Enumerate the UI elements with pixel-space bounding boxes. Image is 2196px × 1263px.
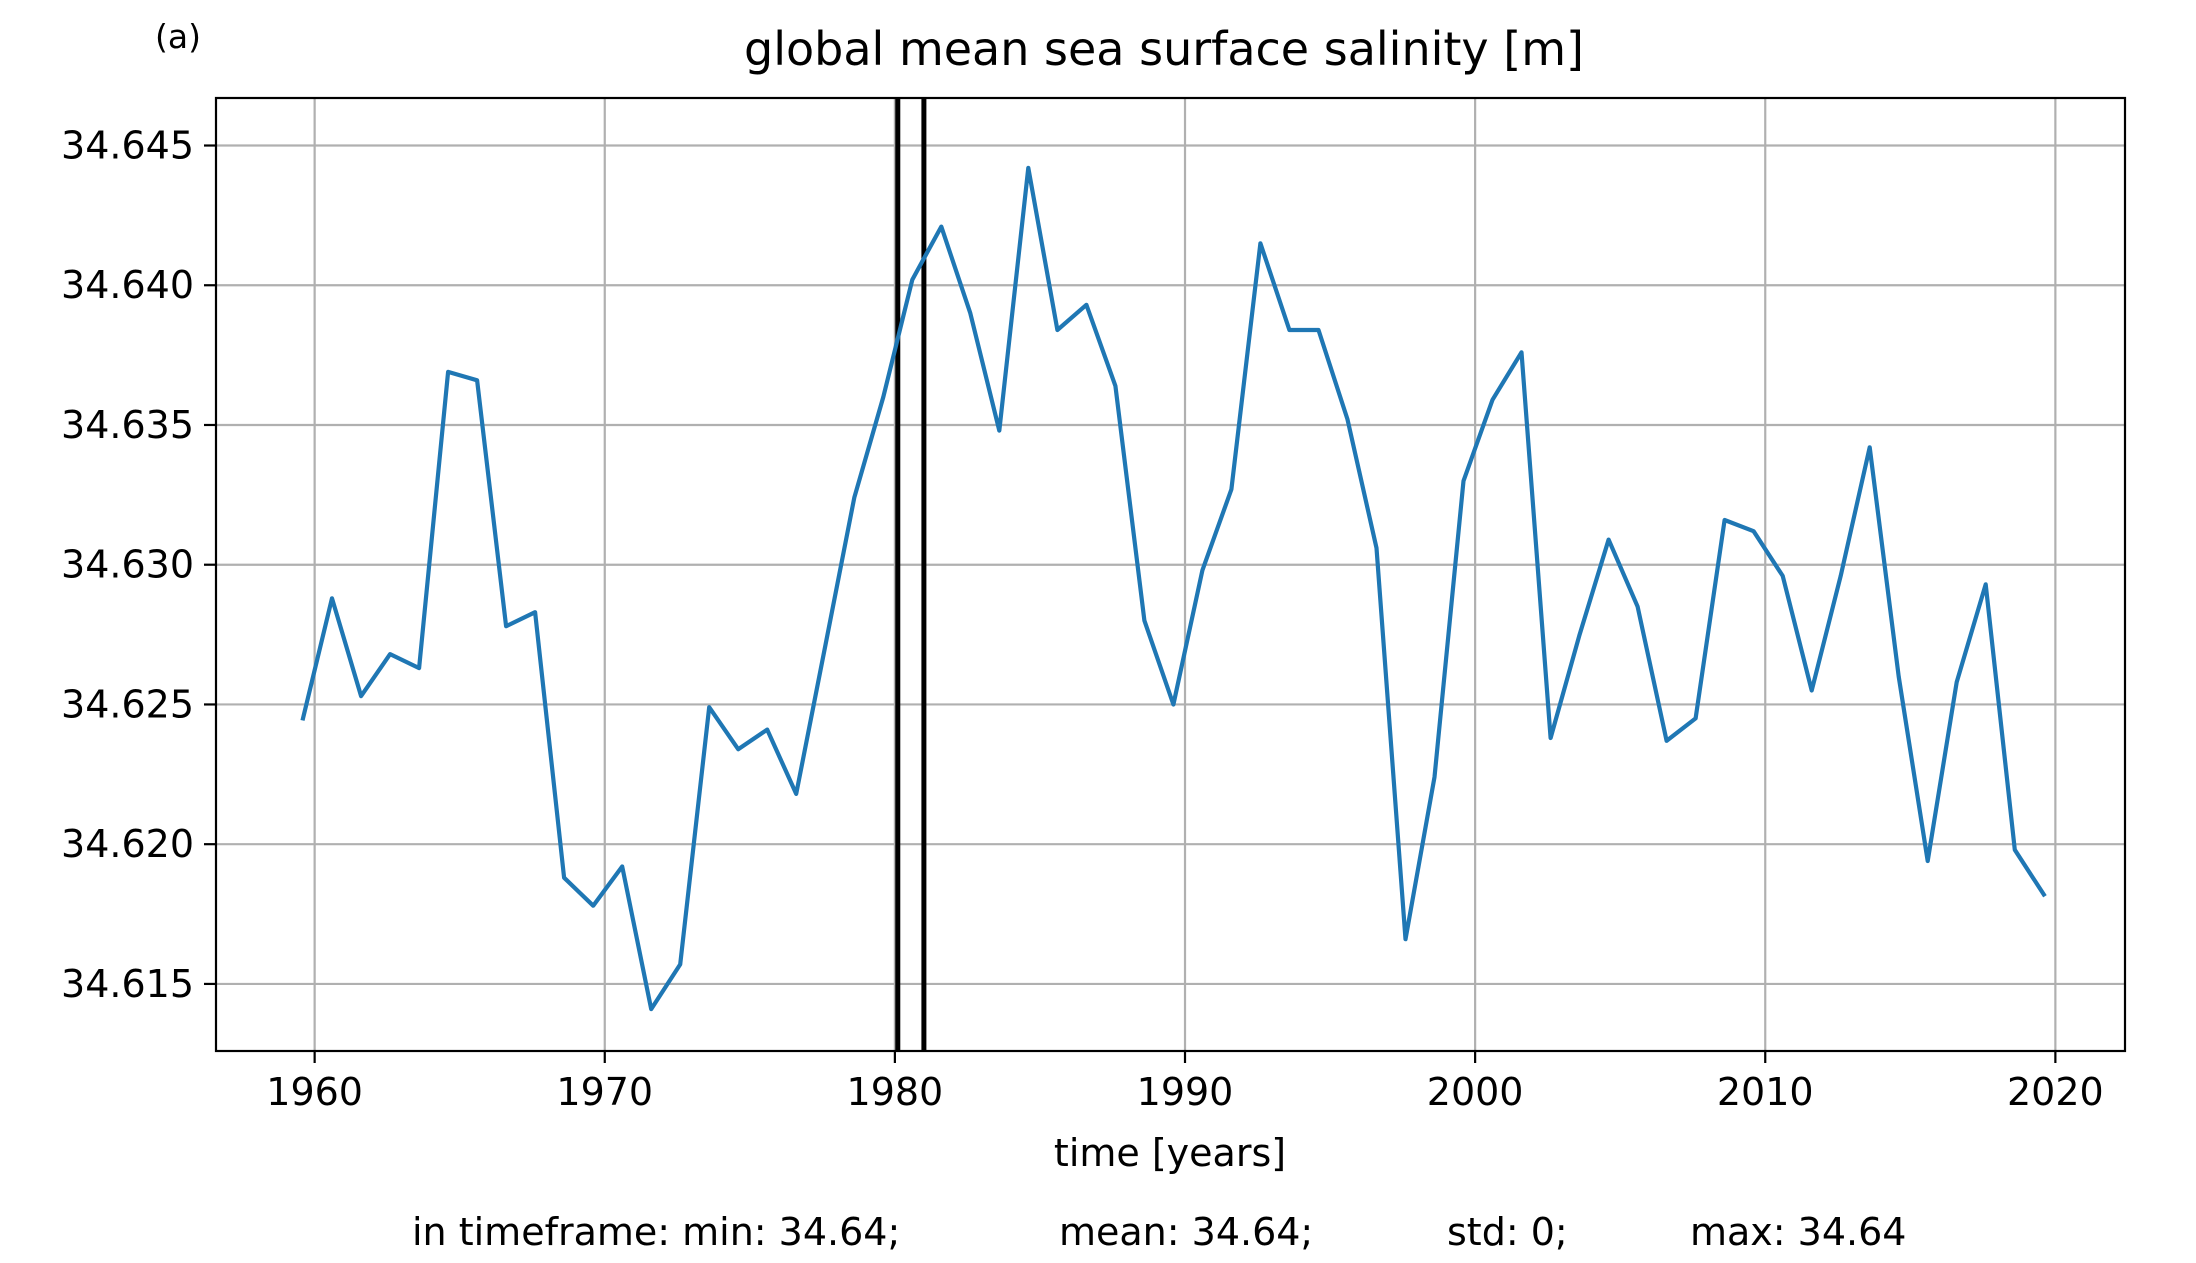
x-tick-label: 1960 xyxy=(266,1070,363,1114)
stats-summary: in timeframe: min: 34.64; mean: 34.64; s… xyxy=(0,1210,2196,1254)
x-tick-label: 1980 xyxy=(847,1070,944,1114)
y-tick-label: 34.645 xyxy=(61,124,194,168)
stat-min: in timeframe: min: 34.64; xyxy=(412,1210,901,1254)
panel-label: (a) xyxy=(155,17,201,56)
axis-ticks: 1960 1970 1980 1990 2000 2010 2020 34.615 34.620… xyxy=(61,124,2104,1114)
y-tick-label: 34.635 xyxy=(61,403,194,447)
y-tick-label: 34.615 xyxy=(61,962,194,1006)
chart-title: global mean sea surface salinity [m] xyxy=(744,22,1584,76)
stat-std: std: 0; xyxy=(1447,1210,1568,1254)
series-group xyxy=(300,165,2047,1012)
x-axis-label: time [years] xyxy=(1054,1131,1286,1175)
y-tick-label: 34.620 xyxy=(61,822,194,866)
y-tick-label: 34.630 xyxy=(61,543,194,587)
reference-lines xyxy=(895,98,927,1051)
plot-frame xyxy=(214,96,2127,1053)
series-line xyxy=(300,165,2047,1012)
y-tick-label: 34.625 xyxy=(61,682,194,726)
y-tick-label: 34.640 xyxy=(61,263,194,307)
x-tick-label: 1970 xyxy=(556,1070,653,1114)
grid-lines xyxy=(216,98,2125,1051)
x-tick-label: 1990 xyxy=(1137,1070,1234,1114)
x-tick-label: 2010 xyxy=(1717,1070,1814,1114)
x-tick-label: 2020 xyxy=(2007,1070,2104,1114)
x-tick-label: 2000 xyxy=(1427,1070,1524,1114)
stat-mean: mean: 34.64; xyxy=(1059,1210,1314,1254)
stat-max: max: 34.64 xyxy=(1690,1210,1907,1254)
